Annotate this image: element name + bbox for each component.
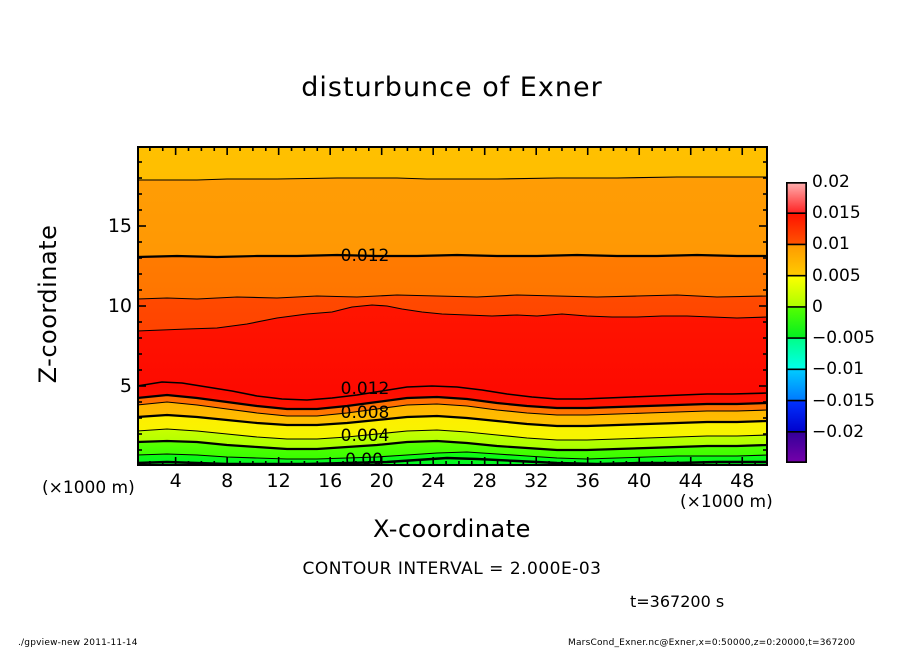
x-tick-label: 44	[678, 470, 703, 492]
colorbar-label: 0.005	[812, 265, 861, 286]
x-tick-label: 4	[169, 470, 182, 492]
colorbar-band	[787, 182, 806, 214]
contour-label: 0.012	[341, 246, 390, 266]
y-axis-title: Z-coordinate	[34, 224, 62, 384]
colorbar-band	[787, 244, 806, 277]
x-tick-label: 48	[730, 470, 755, 492]
colorbar-band	[787, 369, 806, 402]
x-tick-label: 28	[472, 470, 497, 492]
contour-label: 0.012	[341, 379, 390, 399]
page-title: disturbunce of Exner	[301, 72, 603, 103]
x-axis-tick-labels: 4 8 12 16 20 24 28 32 36 40 44 48	[137, 470, 768, 496]
contour-lines	[137, 176, 768, 466]
colorbar-band	[787, 213, 806, 245]
contour-label: 0.004	[341, 426, 390, 446]
x-tick-label: 8	[221, 470, 234, 492]
colorbar-label: 0.015	[812, 203, 861, 224]
contour-plot: 0.012 0.012 0.008 0.004 0.00	[137, 146, 768, 466]
footer-command: ./gpview-new 2011-11-14	[18, 638, 138, 648]
colorbar-label: 0	[812, 296, 823, 317]
footer-source: MarsCond_Exner.nc@Exner,x=0:50000,z=0:20…	[568, 638, 856, 648]
x-tick-label: 32	[524, 470, 549, 492]
time-note: t=367200 s	[630, 592, 725, 611]
contour-interval-note: CONTOUR INTERVAL = 2.000E-03	[302, 559, 602, 579]
colorbar-band	[787, 275, 806, 308]
y-axis-tick-labels: 5 10 15	[92, 146, 132, 466]
colorbar-band	[787, 338, 806, 370]
contour-label: 0.00	[345, 450, 383, 466]
x-axis-unit: (×1000 m)	[680, 492, 773, 512]
colorbar-tick-labels: 0.02 0.015 0.01 0.005 0 −0.005 −0.01 −0.015 −0.0…	[812, 172, 902, 463]
colorbar-label: 0.01	[812, 234, 850, 255]
y-tick-label: 10	[107, 295, 132, 317]
colorbar-band	[787, 431, 806, 463]
x-axis-title: X-coordinate	[373, 515, 531, 543]
x-tick-label: 16	[318, 470, 343, 492]
contour-value-labels: 0.012 0.012 0.008 0.004 0.00	[341, 246, 390, 466]
colorbar-band	[787, 306, 806, 339]
x-tick-label: 36	[575, 470, 600, 492]
colorbar-label: −0.015	[812, 390, 875, 411]
x-tick-label: 20	[369, 470, 394, 492]
colorbar-label: 0.02	[812, 172, 850, 192]
x-tick-label: 24	[421, 470, 446, 492]
colorbar-label: −0.005	[812, 328, 875, 349]
y-tick-label: 5	[119, 375, 132, 397]
x-tick-label: 12	[266, 470, 291, 492]
y-axis-unit: (×1000 m)	[42, 478, 135, 498]
colorbar-label: −0.01	[812, 359, 865, 380]
x-tick-label: 40	[627, 470, 652, 492]
colorbar-band	[787, 400, 806, 433]
colorbar-label: −0.02	[812, 421, 865, 442]
y-tick-label: 15	[107, 215, 132, 237]
colorbar	[786, 182, 807, 463]
contour-label: 0.008	[341, 403, 390, 423]
